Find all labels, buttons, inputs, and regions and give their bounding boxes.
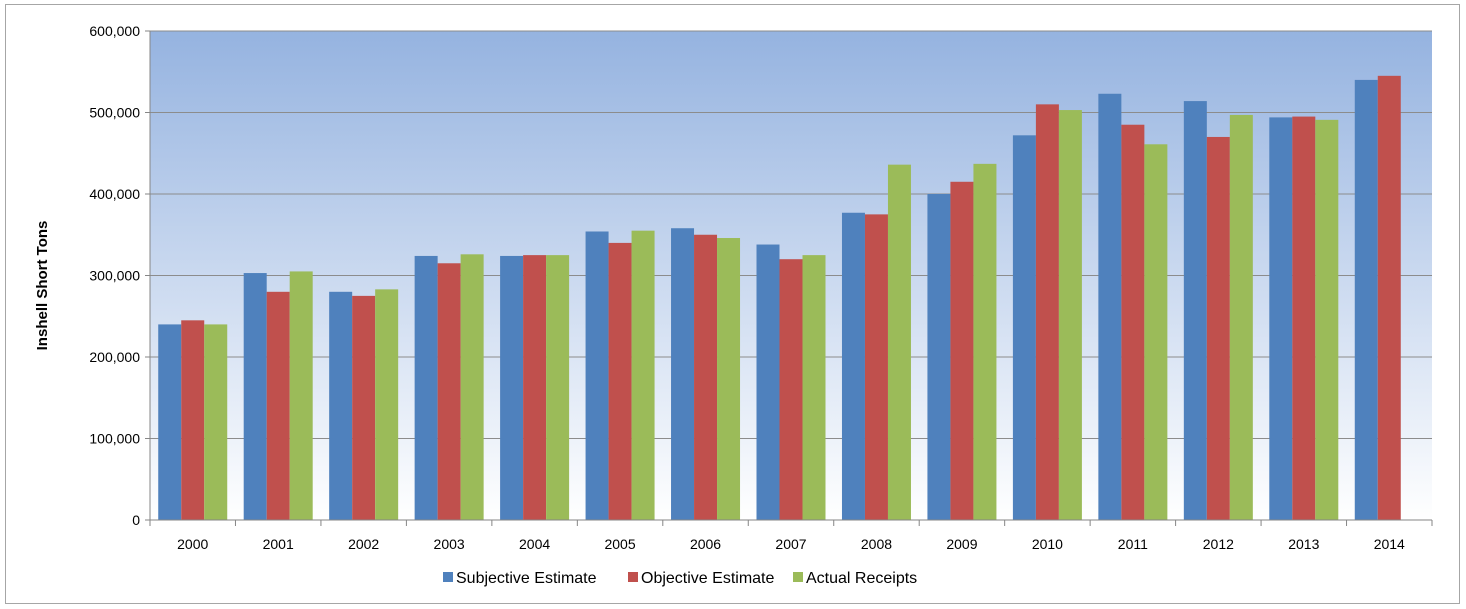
x-tick-label: 2000 [177,536,208,552]
bar-subjective-estimate-2005 [585,231,609,521]
legend-swatch [793,572,803,582]
x-tick-label: 2006 [690,536,721,552]
y-axis-title: Inshell Short Tons [34,221,51,351]
bar-objective-estimate-2006 [694,234,718,520]
y-tick-label: 400,000 [89,186,140,202]
bar-actual-receipts-2012 [1229,114,1253,520]
x-tick-label: 2011 [1118,536,1148,552]
legend-swatch [628,572,638,582]
x-tick-label: 2004 [519,536,550,552]
bar-actual-receipts-2002 [375,289,399,520]
y-tick-labels: 0 100,000 200,000 300,000 400,000 500,000 600,… [89,23,140,528]
bar-objective-estimate-2007 [779,259,803,520]
legend-label: Subjective Estimate [456,570,597,587]
y-tick-label: 0 [132,512,140,528]
bar-objective-estimate-2010 [1035,104,1059,520]
bar-actual-receipts-2013 [1315,119,1339,521]
bar-actual-receipts-2010 [1058,110,1082,521]
bar-actual-receipts-2003 [460,254,484,520]
bar-subjective-estimate-2010 [1012,135,1036,520]
bar-objective-estimate-2012 [1206,136,1230,520]
bar-actual-receipts-2008 [887,164,911,520]
legend-label: Objective Estimate [641,570,774,587]
bar-subjective-estimate-2006 [671,228,695,521]
bar-objective-estimate-2008 [864,214,888,520]
y-tick-label: 600,000 [89,23,140,39]
bar-subjective-estimate-2002 [329,291,353,520]
bar-actual-receipts-2004 [546,255,570,520]
x-tick-label: 2012 [1203,536,1234,552]
bar-objective-estimate-2004 [523,255,547,520]
bar-objective-estimate-2000 [181,320,205,520]
x-tick-labels: 2000 2001 2002 2003 2004 2005 2006 2007 2008 2009… [177,536,1405,552]
bar-subjective-estimate-2008 [841,212,865,520]
bar-objective-estimate-2011 [1121,124,1145,520]
bar-actual-receipts-2000 [204,324,228,520]
bars [158,75,1401,521]
bar-objective-estimate-2009 [950,181,974,520]
y-tick-label: 300,000 [89,268,140,284]
x-tick-label: 2002 [348,536,379,552]
bar-actual-receipts-2011 [1144,144,1168,520]
x-tick-label: 2010 [1032,536,1063,552]
bar-subjective-estimate-2004 [500,255,524,520]
axes [145,30,1433,526]
legend: Subjective Estimate Objective Estimate Act… [443,570,917,587]
bar-objective-estimate-2002 [352,295,376,520]
bar-objective-estimate-2014 [1377,75,1401,520]
bar-actual-receipts-2007 [802,255,826,520]
bar-subjective-estimate-2001 [243,273,267,520]
bar-subjective-estimate-2012 [1183,101,1207,520]
x-tick-label: 2005 [604,536,635,552]
bar-actual-receipts-2001 [289,271,313,520]
bar-subjective-estimate-2009 [927,194,951,520]
bar-subjective-estimate-2003 [414,255,438,520]
bar-subjective-estimate-2013 [1269,117,1293,520]
bar-subjective-estimate-2014 [1354,79,1378,521]
bar-objective-estimate-2001 [266,291,290,520]
bar-actual-receipts-2009 [973,163,997,520]
bar-subjective-estimate-2011 [1098,93,1122,520]
x-tick-label: 2008 [861,536,892,552]
x-tick-label: 2013 [1288,536,1319,552]
bar-objective-estimate-2005 [608,242,632,520]
y-tick-label: 100,000 [89,431,140,447]
x-tick-label: 2007 [775,536,806,552]
bar-objective-estimate-2013 [1292,116,1316,520]
x-tick-label: 2003 [434,536,465,552]
bar-actual-receipts-2006 [717,238,741,520]
y-tick-label: 500,000 [89,105,140,121]
bar-subjective-estimate-2000 [158,324,182,520]
legend-label: Actual Receipts [806,570,917,587]
x-tick-label: 2009 [946,536,977,552]
bar-actual-receipts-2005 [631,230,655,521]
legend-swatch [443,572,453,582]
y-tick-label: 200,000 [89,349,140,365]
x-tick-label: 2014 [1374,536,1405,552]
x-tick-label: 2001 [263,536,294,552]
bar-objective-estimate-2003 [437,263,461,520]
bar-subjective-estimate-2007 [756,244,780,520]
